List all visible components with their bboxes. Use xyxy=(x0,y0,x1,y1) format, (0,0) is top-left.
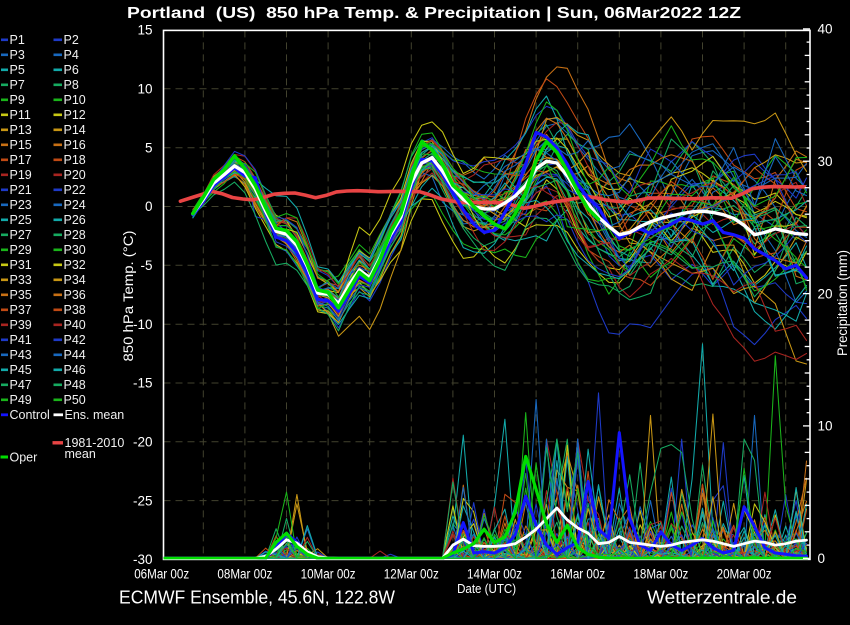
svg-text:P27: P27 xyxy=(10,228,32,242)
svg-text:Wetterzentrale.de: Wetterzentrale.de xyxy=(647,588,797,608)
svg-text:30: 30 xyxy=(818,154,833,169)
svg-text:P36: P36 xyxy=(64,288,86,302)
svg-text:-5: -5 xyxy=(140,258,152,273)
svg-text:P20: P20 xyxy=(64,168,86,182)
svg-text:P10: P10 xyxy=(64,93,86,107)
svg-text:P41: P41 xyxy=(10,333,32,347)
svg-text:mean: mean xyxy=(65,447,96,461)
svg-text:P35: P35 xyxy=(10,288,32,302)
svg-text:5: 5 xyxy=(145,140,153,155)
svg-text:P2: P2 xyxy=(64,33,79,47)
svg-text:P1: P1 xyxy=(10,33,25,47)
svg-text:Date (UTC): Date (UTC) xyxy=(457,581,516,596)
svg-text:0: 0 xyxy=(818,551,826,566)
svg-text:12Mar 00z: 12Mar 00z xyxy=(384,566,439,581)
svg-text:P42: P42 xyxy=(64,333,86,347)
svg-text:08Mar 00z: 08Mar 00z xyxy=(217,566,272,581)
svg-text:40: 40 xyxy=(818,22,833,37)
svg-text:P38: P38 xyxy=(64,303,86,317)
svg-text:14Mar 00z: 14Mar 00z xyxy=(467,566,522,581)
svg-text:P3: P3 xyxy=(10,48,25,62)
svg-text:-30: -30 xyxy=(133,552,153,567)
svg-text:P4: P4 xyxy=(64,48,79,62)
svg-text:-10: -10 xyxy=(133,317,153,332)
svg-text:P40: P40 xyxy=(64,318,86,332)
svg-text:16Mar 00z: 16Mar 00z xyxy=(550,566,605,581)
svg-text:P50: P50 xyxy=(64,393,86,407)
svg-text:Oper: Oper xyxy=(10,450,38,464)
svg-text:P31: P31 xyxy=(10,258,32,272)
svg-text:850 hPa Temp. (°C): 850 hPa Temp. (°C) xyxy=(121,231,136,362)
svg-text:Precipitation (mm): Precipitation (mm) xyxy=(835,250,850,356)
svg-text:P16: P16 xyxy=(64,138,86,152)
svg-text:-25: -25 xyxy=(133,493,153,508)
svg-text:P37: P37 xyxy=(10,303,32,317)
svg-text:P48: P48 xyxy=(64,378,86,392)
svg-text:P29: P29 xyxy=(10,243,32,257)
svg-text:20: 20 xyxy=(818,286,833,301)
svg-text:P6: P6 xyxy=(64,63,79,77)
svg-text:P9: P9 xyxy=(10,93,25,107)
svg-text:P24: P24 xyxy=(64,198,86,212)
svg-text:10: 10 xyxy=(137,82,152,97)
svg-text:P49: P49 xyxy=(10,393,32,407)
svg-text:P32: P32 xyxy=(64,258,86,272)
svg-text:P18: P18 xyxy=(64,153,86,167)
svg-text:Control: Control xyxy=(10,408,50,422)
svg-text:06Mar 00z: 06Mar 00z xyxy=(134,566,189,581)
svg-text:ECMWF Ensemble, 45.6N, 122.8W: ECMWF Ensemble, 45.6N, 122.8W xyxy=(119,588,395,608)
svg-text:Portland (US) 850 hPa Temp.: Portland (US) 850 hPa Temp. & Precipitat… xyxy=(127,5,741,22)
svg-text:P5: P5 xyxy=(10,63,25,77)
svg-text:P17: P17 xyxy=(10,153,32,167)
svg-text:P25: P25 xyxy=(10,213,32,227)
svg-text:P39: P39 xyxy=(10,318,32,332)
svg-text:10: 10 xyxy=(818,419,833,434)
svg-text:P46: P46 xyxy=(64,363,86,377)
svg-text:P14: P14 xyxy=(64,123,86,137)
svg-text:P44: P44 xyxy=(64,348,86,362)
svg-text:P12: P12 xyxy=(64,108,86,122)
svg-text:P11: P11 xyxy=(10,108,31,122)
svg-text:P22: P22 xyxy=(64,183,86,197)
svg-text:18Mar 00z: 18Mar 00z xyxy=(633,566,688,581)
svg-text:P45: P45 xyxy=(10,363,32,377)
svg-text:P34: P34 xyxy=(64,273,86,287)
svg-text:P28: P28 xyxy=(64,228,86,242)
svg-text:P8: P8 xyxy=(64,78,79,92)
svg-text:P30: P30 xyxy=(64,243,86,257)
svg-text:Ens. mean: Ens. mean xyxy=(65,408,125,422)
svg-text:P43: P43 xyxy=(10,348,32,362)
svg-text:P33: P33 xyxy=(10,273,32,287)
svg-text:-15: -15 xyxy=(133,376,153,391)
svg-text:P26: P26 xyxy=(64,213,86,227)
svg-text:P15: P15 xyxy=(10,138,32,152)
svg-text:P7: P7 xyxy=(10,78,25,92)
svg-text:1981-2010: 1981-2010 xyxy=(65,436,125,450)
svg-text:P21: P21 xyxy=(10,183,32,197)
svg-text:-20: -20 xyxy=(133,435,153,450)
svg-text:10Mar 00z: 10Mar 00z xyxy=(301,566,356,581)
svg-text:P47: P47 xyxy=(10,378,32,392)
svg-text:P19: P19 xyxy=(10,168,32,182)
svg-text:P13: P13 xyxy=(10,123,32,137)
svg-text:P23: P23 xyxy=(10,198,32,212)
svg-text:15: 15 xyxy=(137,23,152,38)
svg-text:0: 0 xyxy=(145,199,153,214)
svg-text:20Mar 00z: 20Mar 00z xyxy=(717,566,772,581)
